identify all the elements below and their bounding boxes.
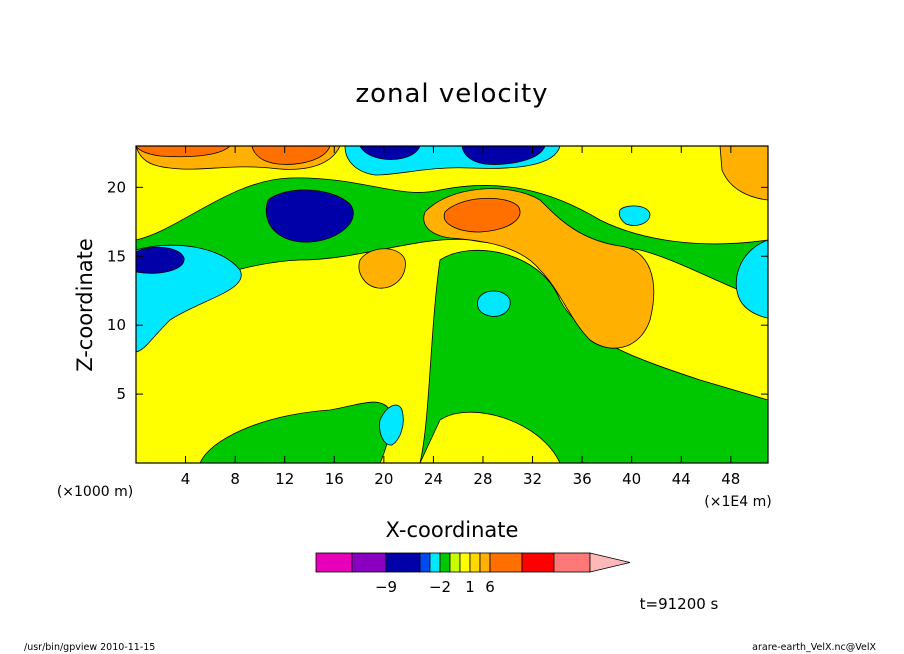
footer-left: /usr/bin/gpview 2010-11-15 — [24, 642, 155, 653]
colorbar-swatch — [489, 552, 523, 573]
colorbar-swatch — [469, 552, 481, 573]
blue-region-top — [359, 146, 546, 165]
x-tick-label: 28 — [473, 470, 492, 488]
x-tick-label: 8 — [230, 470, 240, 488]
orange-region-mid-left — [358, 248, 406, 289]
x-axis: 4 8 12 16 20 24 28 32 36 40 44 48 — [181, 146, 740, 488]
x-tick-label: 44 — [672, 470, 691, 488]
x-unit-right: (×1E4 m) — [704, 494, 771, 510]
colorbar-tick-label: −2 — [429, 578, 451, 596]
y-axis: 5 10 15 20 — [107, 178, 768, 403]
orange-strong-center — [443, 197, 521, 233]
x-axis-label: X-coordinate — [386, 518, 519, 542]
y-tick-label: 10 — [107, 316, 126, 334]
colorbar-swatch — [479, 552, 491, 573]
colorbar-swatch — [553, 552, 591, 573]
cyan-region-small — [477, 205, 651, 317]
colorbar-swatch — [385, 552, 421, 573]
blue-region-upper-left — [266, 189, 354, 243]
x-tick-label: 16 — [325, 470, 344, 488]
colorbar: −9 −2 1 6 — [315, 552, 631, 596]
y-tick-label: 20 — [107, 178, 126, 196]
colorbar-tick-label: 6 — [485, 578, 495, 596]
x-tick-label: 40 — [622, 470, 641, 488]
colorbar-swatch — [449, 552, 461, 573]
chart-title: zonal velocity — [355, 79, 548, 109]
x-tick-label: 48 — [721, 470, 740, 488]
x-tick-label: 4 — [181, 470, 191, 488]
colorbar-tick-label: 1 — [465, 578, 475, 596]
y-tick-label: 15 — [107, 247, 126, 265]
time-label: t=91200 s — [640, 595, 719, 613]
x-tick-label: 20 — [374, 470, 393, 488]
cyan-region-bottom — [379, 404, 404, 446]
colorbar-extend-arrow — [589, 552, 631, 573]
colorbar-swatch — [351, 552, 387, 573]
x-tick-label: 24 — [424, 470, 443, 488]
colorbar-swatch — [459, 552, 471, 573]
colorbar-tick-label: −9 — [375, 578, 397, 596]
x-unit-left: (×1000 m) — [57, 484, 133, 500]
colorbar-swatch — [315, 552, 353, 573]
colorbar-swatch — [429, 552, 441, 573]
y-axis-label: Z-coordinate — [73, 238, 97, 372]
x-tick-label: 36 — [573, 470, 592, 488]
plot-frame — [135, 145, 769, 464]
x-tick-label: 12 — [275, 470, 294, 488]
x-tick-label: 32 — [523, 470, 542, 488]
orange-strong-top-left — [136, 146, 331, 165]
blue-region-left-edge — [136, 246, 185, 274]
y-tick-label: 5 — [116, 385, 126, 403]
footer-right: arare-earth_VelX.nc@VelX — [752, 642, 876, 653]
plot-area — [136, 146, 768, 463]
colorbar-swatch — [419, 552, 431, 573]
colorbar-swatch — [521, 552, 555, 573]
cyan-region-right — [735, 239, 768, 319]
colorbar-swatch — [439, 552, 451, 573]
